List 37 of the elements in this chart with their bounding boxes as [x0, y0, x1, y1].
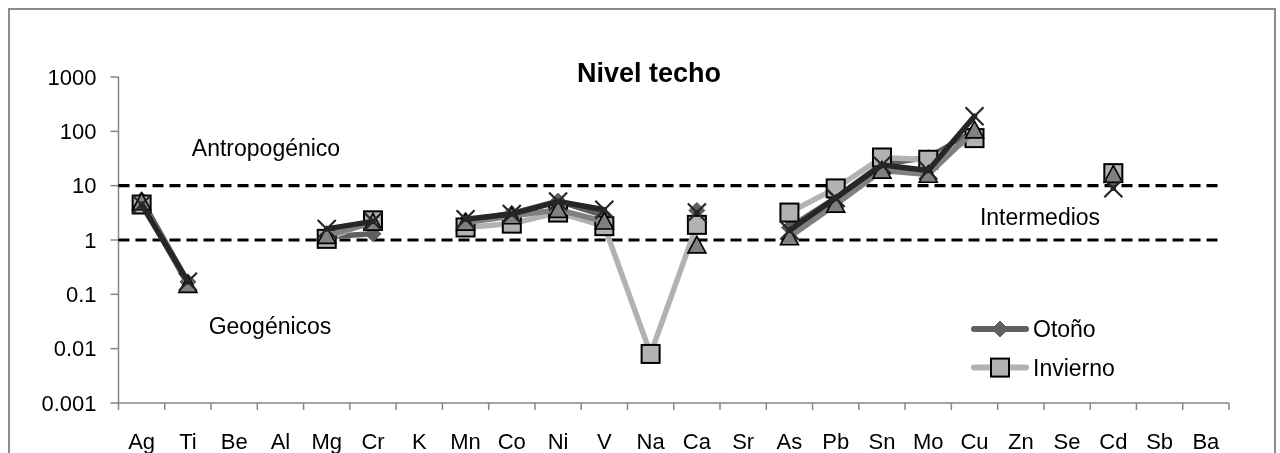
x-tick-label: Al — [270, 428, 291, 453]
y-tick-label: 0.1 — [65, 282, 97, 308]
x-tick-label: Mg — [311, 428, 342, 453]
x-tick-label: Sr — [732, 428, 755, 453]
x-tick-label: Na — [636, 428, 666, 453]
x-tick-label: Zn — [1007, 428, 1034, 453]
x-tick-label: Se — [1053, 428, 1081, 453]
y-tick-label: 1 — [84, 227, 97, 253]
legend-label: Otoño — [1033, 316, 1096, 343]
x-tick-label: Mn — [450, 428, 481, 453]
x-tick-label: Be — [220, 428, 248, 453]
x-tick-label: K — [411, 428, 427, 453]
annotation: Geogénicos — [208, 313, 332, 340]
x-tick-label: Ba — [1192, 428, 1221, 453]
x-tick-label: Ca — [682, 428, 712, 453]
x-tick-label: Sb — [1146, 428, 1174, 453]
x-tick-label: As — [776, 428, 803, 453]
x-tick-label: Sn — [868, 428, 896, 453]
x-tick-label: Ni — [547, 428, 569, 453]
y-tick-label: 0.01 — [53, 336, 97, 362]
chart-title: Nivel techo — [576, 58, 722, 89]
x-tick-label: Cu — [960, 428, 989, 453]
y-tick-label: 100 — [59, 119, 97, 145]
x-tick-label: Pb — [822, 428, 850, 453]
x-tick-label: Mo — [912, 428, 944, 453]
y-tick-label: 1000 — [47, 64, 97, 90]
y-tick-label: 0.001 — [41, 390, 97, 416]
y-tick-label: 10 — [72, 173, 97, 199]
annotation: Antropogénico — [191, 135, 341, 162]
x-tick-label: Co — [497, 428, 526, 453]
x-tick-label: Cd — [1099, 428, 1128, 453]
x-tick-label: Ti — [179, 428, 197, 453]
x-tick-label: Cr — [361, 428, 385, 453]
x-tick-label: Ag — [128, 428, 156, 453]
legend-label: Invierno — [1033, 354, 1115, 381]
x-tick-label: V — [597, 428, 612, 453]
annotation: Intermedios — [979, 204, 1101, 231]
